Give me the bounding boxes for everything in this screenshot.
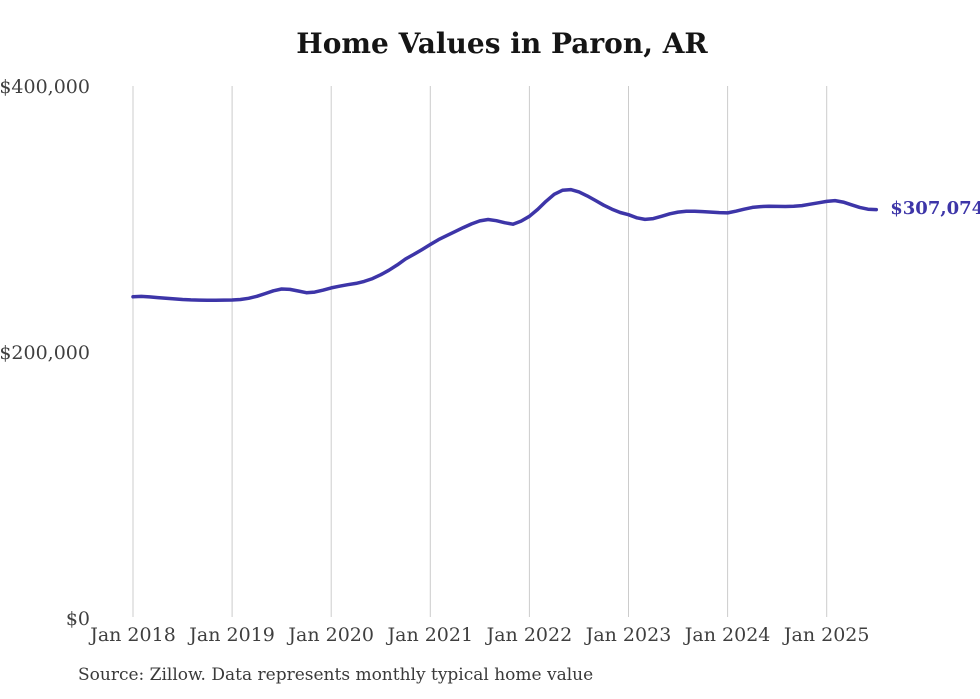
x-tick-label: Jan 2023 <box>584 624 672 646</box>
x-tick-label: Jan 2020 <box>286 624 374 646</box>
x-tick-label: Jan 2022 <box>485 624 573 646</box>
y-tick-label: $0 <box>66 608 90 630</box>
y-tick-label: $200,000 <box>0 342 90 364</box>
x-tick-label: Jan 2025 <box>782 624 870 646</box>
x-tick-label: Jan 2024 <box>683 624 771 646</box>
chart-title: Home Values in Paron, AR <box>296 27 708 60</box>
y-tick-label: $400,000 <box>0 76 90 98</box>
x-tick-label: Jan 2021 <box>386 624 474 646</box>
home-value-line <box>131 187 879 303</box>
x-tick-label: Jan 2018 <box>88 624 176 646</box>
x-tick-label: Jan 2019 <box>187 624 275 646</box>
latest-value-label: $307,074 <box>890 197 980 219</box>
source-note: Source: Zillow. Data represents monthly … <box>78 665 594 685</box>
